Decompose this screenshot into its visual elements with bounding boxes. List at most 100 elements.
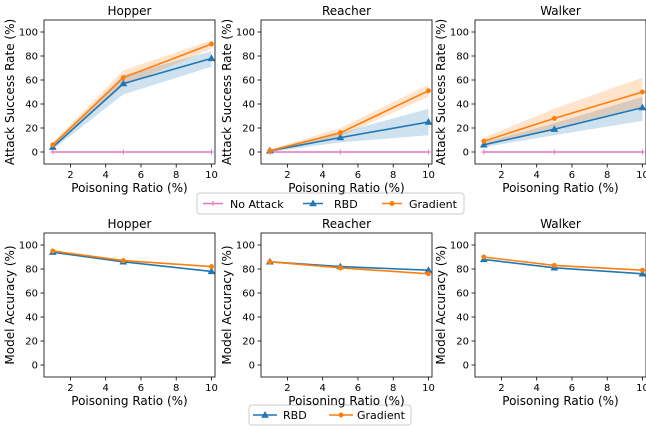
legend-bottom-rbd-marker: [261, 410, 269, 418]
y-tick-label: 80: [242, 265, 255, 276]
chart-title: Reacher: [322, 4, 371, 18]
legend-bottom-gradient-marker: [338, 412, 344, 418]
y-tick-label: 0: [32, 148, 38, 159]
y-tick-label: 100: [19, 28, 38, 39]
x-tick-label: 10: [422, 170, 435, 181]
plot-frame: [43, 232, 216, 378]
point-gradient: [50, 248, 56, 254]
x-tick-label: 2: [67, 383, 73, 394]
x-tick-label: 10: [636, 170, 646, 181]
y-tick-label: 40: [242, 313, 255, 324]
point-gradient: [425, 271, 431, 277]
y-tick-label: 100: [236, 28, 255, 39]
y-axis-label: Attack Success Rate (%): [434, 19, 448, 165]
point-gradient: [120, 258, 126, 264]
plot-frame: [474, 232, 646, 378]
x-tick-label: 4: [103, 170, 109, 181]
x-tick-label: 10: [636, 383, 646, 394]
x-tick-label: 4: [320, 383, 326, 394]
y-tick-label: 60: [25, 289, 38, 300]
x-tick-label: 4: [103, 383, 109, 394]
band-gradient: [52, 40, 212, 148]
point-rbd: [638, 269, 646, 277]
y-tick-label: 20: [25, 337, 38, 348]
plot-frame: [43, 19, 216, 165]
point-rbd: [207, 54, 216, 62]
x-tick-label: 4: [534, 170, 540, 181]
point-gradient: [208, 41, 214, 47]
point-rbd: [638, 103, 646, 111]
x-tick-label: 6: [355, 170, 361, 181]
legend-bottom-rbd-label: RBD: [283, 409, 307, 422]
y-tick-label: 40: [25, 313, 38, 324]
x-tick-label: 8: [390, 170, 396, 181]
point-gradient: [425, 88, 431, 94]
legend-top-frame: [196, 192, 465, 215]
point-rbd: [119, 79, 128, 87]
point-no-attack: [337, 149, 343, 155]
y-axis-label: Model Accuracy (%): [3, 245, 17, 364]
y-tick-label: 60: [242, 76, 255, 87]
y-tick-label: 40: [456, 100, 469, 111]
point-gradient: [337, 265, 343, 271]
x-tick-label: 2: [284, 383, 290, 394]
legend-top: No Attack RBD Gradient: [196, 192, 465, 215]
plot-frame: [474, 19, 646, 165]
band-gradient: [483, 77, 643, 145]
y-axis-label: Attack Success Rate (%): [220, 19, 234, 165]
point-gradient: [481, 254, 487, 260]
point-gradient: [481, 138, 487, 144]
x-axis-label: Poisoning Ratio (%): [288, 181, 404, 195]
legend-top-rbd-label: RBD: [334, 198, 358, 211]
legend-top-gradient-marker: [389, 201, 395, 206]
y-tick-label: 100: [450, 28, 469, 39]
y-tick-label: 20: [456, 337, 469, 348]
x-tick-label: 6: [569, 170, 575, 181]
y-tick-label: 80: [456, 265, 469, 276]
y-tick-label: 60: [456, 289, 469, 300]
y-tick-label: 60: [456, 76, 469, 87]
chart-title: Walker: [540, 4, 581, 18]
point-gradient: [267, 148, 273, 154]
point-gradient: [551, 262, 557, 268]
x-axis-label: Poisoning Ratio (%): [71, 394, 187, 408]
chart-title: Reacher: [322, 217, 371, 231]
point-rbd: [207, 267, 216, 275]
chart-panel-4: Hopper 0 20 40 60 80 100 2 4 6 8 10 Poisoning Ratio …: [3, 217, 218, 408]
plot-frame: [260, 232, 433, 378]
point-gradient: [50, 142, 56, 148]
y-tick-label: 20: [242, 337, 255, 348]
legend-bottom: RBD Gradient: [248, 404, 412, 426]
chart-panel-3: Walker 0 20 40 60 80 100 2 4 6 8 10 Poisoning Ratio …: [434, 4, 646, 195]
y-axis-label: Model Accuracy (%): [220, 245, 234, 364]
y-tick-label: 20: [25, 124, 38, 135]
y-tick-label: 20: [242, 124, 255, 135]
chart-title: Walker: [540, 217, 581, 231]
x-tick-label: 8: [173, 170, 179, 181]
x-tick-label: 4: [320, 170, 326, 181]
x-axis-label: Poisoning Ratio (%): [71, 181, 187, 195]
y-tick-label: 0: [32, 361, 38, 372]
y-tick-label: 40: [242, 100, 255, 111]
point-no-attack: [639, 149, 645, 155]
x-tick-label: 8: [604, 383, 610, 394]
y-tick-label: 100: [450, 241, 469, 252]
x-tick-label: 2: [498, 170, 504, 181]
legend-top-rbd-marker: [309, 199, 317, 207]
x-tick-label: 2: [284, 170, 290, 181]
x-axis-label: Poisoning Ratio (%): [502, 394, 618, 408]
point-no-attack: [120, 149, 126, 155]
x-tick-label: 6: [355, 383, 361, 394]
series-line-gradient: [52, 250, 212, 268]
series-line-gradient: [269, 261, 429, 275]
point-gradient: [120, 75, 126, 81]
band-rbd: [52, 51, 212, 150]
point-rbd: [550, 125, 559, 132]
point-no-attack: [551, 149, 557, 155]
point-rbd: [336, 133, 345, 141]
y-tick-label: 60: [242, 289, 255, 300]
legend-top-no-attack-marker: [210, 201, 216, 206]
y-tick-label: 0: [463, 361, 469, 372]
legend-top-gradient-label: Gradient: [409, 198, 458, 211]
